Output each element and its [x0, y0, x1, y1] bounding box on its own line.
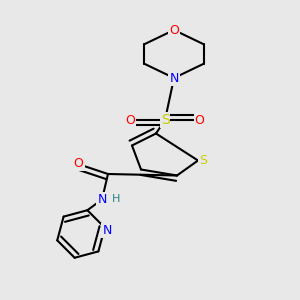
Text: N: N	[97, 193, 107, 206]
Text: S: S	[160, 113, 169, 127]
Text: H: H	[112, 194, 120, 204]
Text: O: O	[195, 113, 204, 127]
Text: O: O	[169, 23, 179, 37]
Text: O: O	[126, 113, 135, 127]
Text: O: O	[74, 157, 83, 170]
Text: S: S	[200, 154, 207, 167]
Text: N: N	[103, 224, 112, 236]
Text: N: N	[169, 71, 179, 85]
